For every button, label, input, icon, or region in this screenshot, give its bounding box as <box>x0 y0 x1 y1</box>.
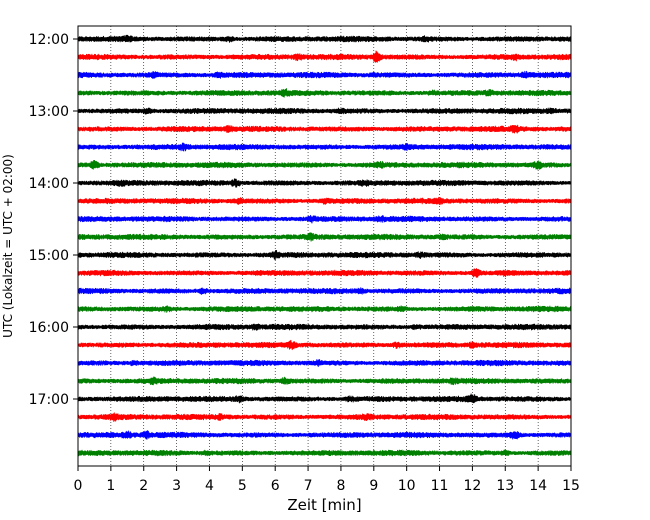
trace-1445 <box>77 232 572 242</box>
x-tick-label: 2 <box>139 478 148 494</box>
x-tick-label: 9 <box>369 478 378 494</box>
x-tick-label: 13 <box>496 478 514 494</box>
y-tick-label: 17:00 <box>29 392 69 408</box>
trace-1630 <box>77 359 572 367</box>
trace-1730 <box>77 430 572 440</box>
trace-1545 <box>77 305 572 313</box>
y-tick-label: 14:00 <box>29 176 69 192</box>
trace-1200 <box>77 34 572 43</box>
y-axis-label: UTC (Lokalzeit = UTC + 02:00) <box>1 154 15 338</box>
x-tick-label: 15 <box>562 478 580 494</box>
x-grid-lines <box>110 26 539 466</box>
trace-1315 <box>77 124 572 134</box>
x-tick-label: 6 <box>271 478 280 494</box>
y-axis: 12:00 13:00 14:00 15:00 16:00 17:00 <box>29 32 78 408</box>
trace-1715 <box>77 412 572 423</box>
x-tick-label: 10 <box>398 478 416 494</box>
y-tick-label: 15:00 <box>29 248 69 264</box>
trace-1500 <box>77 249 572 261</box>
x-axis-label: Zeit [min] <box>287 496 361 514</box>
trace-1215 <box>77 50 572 63</box>
trace-1330 <box>77 142 572 152</box>
x-axis: 0 1 2 3 4 5 6 7 8 9 10 11 12 13 14 15 <box>74 466 580 494</box>
trace-1300 <box>77 107 572 115</box>
trace-1345 <box>77 160 572 170</box>
trace-1430 <box>77 214 572 224</box>
x-tick-label: 0 <box>74 478 83 494</box>
trace-1515 <box>77 268 572 278</box>
y-tick-label: 12:00 <box>29 32 69 48</box>
x-tick-label: 8 <box>336 478 345 494</box>
trace-1415 <box>77 196 572 206</box>
trace-1600 <box>77 323 572 331</box>
x-tick-label: 12 <box>463 478 481 494</box>
trace-1745 <box>77 449 572 457</box>
x-tick-label: 11 <box>431 478 449 494</box>
y-tick-label: 16:00 <box>29 320 69 336</box>
y-tick-label: 13:00 <box>29 104 69 120</box>
plot-frame <box>77 25 572 467</box>
trace-1400 <box>77 178 572 188</box>
trace-1530 <box>77 287 572 295</box>
traces-group <box>77 34 572 457</box>
x-tick-label: 1 <box>106 478 115 494</box>
x-tick-label: 7 <box>304 478 313 494</box>
x-tick-label: 5 <box>238 478 247 494</box>
x-tick-label: 14 <box>529 478 547 494</box>
trace-1615 <box>77 339 572 351</box>
x-tick-label: 4 <box>205 478 214 494</box>
trace-1230 <box>77 70 572 79</box>
x-tick-label: 3 <box>172 478 181 494</box>
trace-1700 <box>77 393 572 404</box>
trace-1645 <box>77 376 572 386</box>
trace-1245 <box>77 88 572 98</box>
